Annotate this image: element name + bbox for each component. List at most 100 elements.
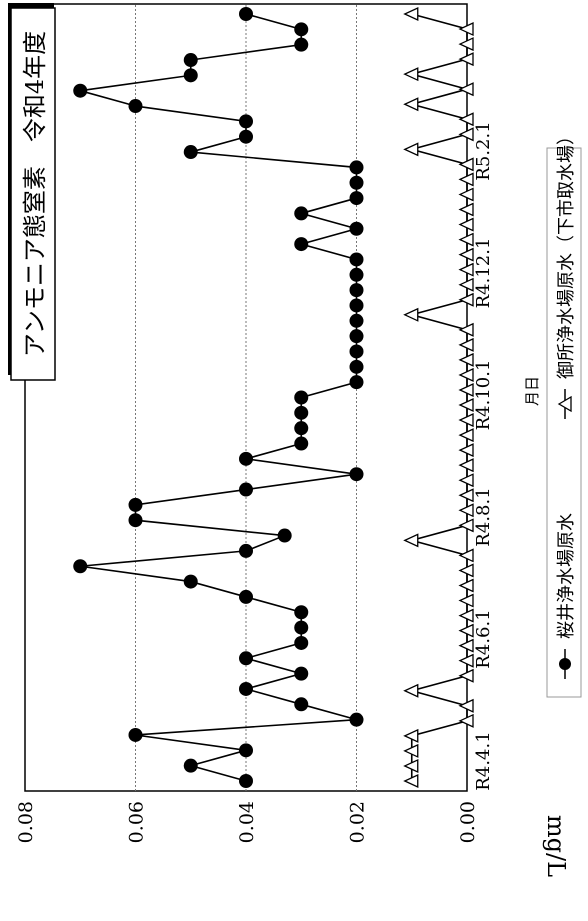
data-point bbox=[183, 53, 198, 68]
data-point bbox=[349, 329, 364, 344]
data-point bbox=[458, 668, 474, 683]
title-box bbox=[10, 7, 56, 381]
series-gose bbox=[403, 6, 474, 789]
x-tick-label: R5.2.1 bbox=[473, 121, 494, 180]
data-point bbox=[128, 497, 143, 512]
x-tick-label: R4.12.1 bbox=[473, 238, 494, 309]
data-point bbox=[403, 6, 419, 22]
x-tick-label: R4.10.1 bbox=[473, 360, 494, 431]
data-point bbox=[458, 413, 474, 428]
data-point bbox=[458, 157, 474, 172]
gridlines bbox=[135, 4, 357, 791]
data-point bbox=[458, 473, 474, 488]
data-point bbox=[128, 513, 143, 528]
data-point bbox=[403, 728, 419, 743]
data-point bbox=[183, 574, 198, 589]
data-point bbox=[183, 68, 198, 83]
data-point bbox=[458, 548, 474, 563]
data-point bbox=[403, 307, 419, 322]
data-point bbox=[349, 160, 364, 175]
data-point bbox=[458, 352, 474, 367]
data-point bbox=[458, 623, 474, 638]
legend-marker-sakurai bbox=[559, 658, 571, 670]
data-point bbox=[458, 232, 474, 247]
y-tick-labels: 0.00 0.02 0.04 0.06 0.08 bbox=[15, 801, 479, 843]
data-point bbox=[239, 482, 253, 497]
data-point bbox=[458, 247, 474, 262]
data-point bbox=[349, 221, 364, 236]
data-point bbox=[403, 683, 419, 698]
data-point bbox=[403, 743, 419, 758]
data-point bbox=[458, 187, 474, 202]
data-point bbox=[458, 458, 474, 473]
chart-title: アンモニア態窒素 令和4年度 bbox=[21, 31, 49, 357]
data-point bbox=[239, 543, 253, 558]
data-point bbox=[458, 713, 474, 728]
data-point bbox=[458, 277, 474, 292]
data-point bbox=[349, 712, 364, 727]
rotated-chart-group: 0.000.020.040.060.08 R4.4.1R4.6.1R4.8.1R… bbox=[8, 3, 582, 877]
data-point bbox=[458, 112, 474, 127]
legend-marker-gose bbox=[557, 395, 572, 413]
data-point bbox=[294, 37, 309, 52]
data-point bbox=[239, 774, 253, 788]
x-tick-label: R4.8.1 bbox=[473, 487, 494, 546]
y-tick-label: 0.08 bbox=[15, 801, 37, 843]
data-point bbox=[458, 608, 474, 623]
data-point bbox=[458, 262, 474, 277]
data-point bbox=[239, 451, 253, 466]
x-tick-labels: R4.4.1 R4.6.1 R4.8.1 R4.10.1 R4.12.1 R5.2.1 bbox=[473, 121, 494, 790]
data-point bbox=[458, 503, 474, 518]
data-point bbox=[458, 367, 474, 382]
data-point bbox=[458, 22, 474, 37]
data-point bbox=[458, 37, 474, 52]
data-point bbox=[239, 589, 253, 604]
data-point bbox=[458, 518, 474, 533]
data-point bbox=[239, 743, 253, 758]
data-point bbox=[349, 298, 364, 313]
data-point bbox=[458, 398, 474, 413]
data-point bbox=[458, 488, 474, 503]
data-point bbox=[294, 206, 309, 221]
data-point bbox=[458, 578, 474, 593]
data-point bbox=[239, 129, 253, 144]
data-point bbox=[294, 237, 309, 252]
data-point bbox=[403, 142, 419, 157]
data-point bbox=[458, 638, 474, 653]
data-point bbox=[458, 52, 474, 67]
data-point bbox=[128, 727, 143, 742]
data-point bbox=[294, 666, 309, 681]
data-point bbox=[73, 83, 88, 98]
data-point bbox=[349, 252, 364, 267]
data-point bbox=[349, 467, 364, 482]
data-point bbox=[458, 82, 474, 97]
data-point bbox=[277, 528, 292, 543]
data-point bbox=[349, 313, 364, 328]
data-point bbox=[294, 436, 309, 451]
data-point bbox=[458, 217, 474, 232]
data-point bbox=[183, 145, 198, 160]
data-point bbox=[458, 443, 474, 458]
data-point bbox=[349, 191, 364, 206]
data-point bbox=[403, 773, 419, 789]
data-point bbox=[294, 697, 309, 712]
data-point bbox=[458, 563, 474, 578]
data-point bbox=[403, 97, 419, 112]
data-point bbox=[239, 7, 253, 21]
data-point bbox=[403, 67, 419, 82]
data-point bbox=[294, 620, 309, 635]
data-point bbox=[403, 758, 419, 773]
data-point bbox=[349, 375, 364, 390]
data-point bbox=[239, 651, 253, 666]
data-point bbox=[183, 758, 198, 773]
data-point bbox=[294, 22, 309, 37]
data-point bbox=[349, 267, 364, 282]
y-tick-label: 0.06 bbox=[126, 801, 148, 843]
series-sakurai bbox=[73, 7, 364, 788]
data-point bbox=[458, 428, 474, 443]
data-point bbox=[458, 593, 474, 608]
series-line bbox=[80, 13, 360, 782]
series-line bbox=[408, 13, 471, 781]
y-tick-label: 0.04 bbox=[236, 801, 258, 843]
